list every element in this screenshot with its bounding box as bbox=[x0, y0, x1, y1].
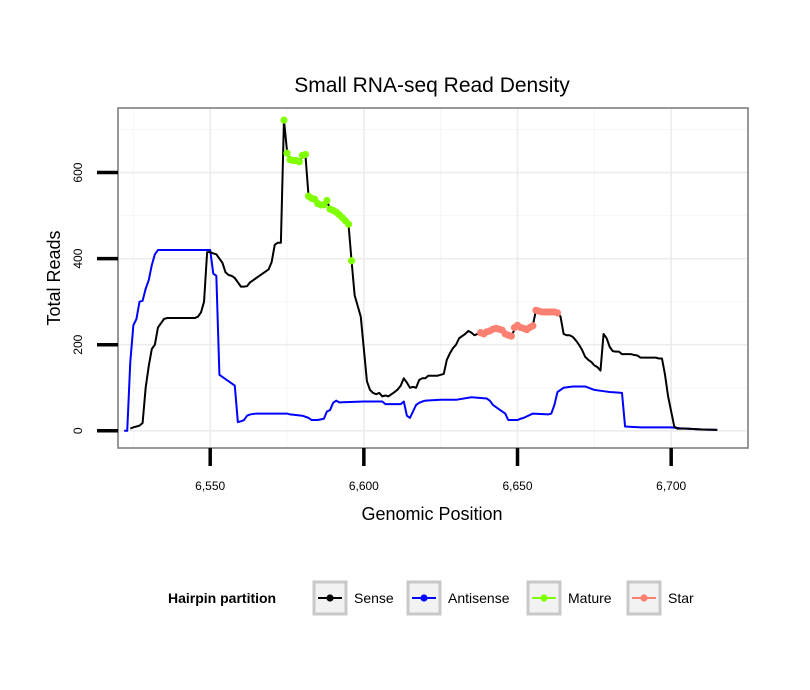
legend: Hairpin partition Sense Antisense Mature St… bbox=[168, 580, 694, 616]
x-axis-title: Genomic Position bbox=[361, 504, 502, 524]
mature-point bbox=[301, 150, 310, 159]
plot-area bbox=[118, 108, 748, 448]
star-point bbox=[529, 322, 537, 330]
mature-point bbox=[283, 149, 291, 157]
x-tick-label: 6,550 bbox=[195, 479, 225, 493]
legend-label-antisense: Antisense bbox=[448, 590, 510, 606]
plot-border bbox=[117, 107, 749, 449]
chart-title: Small RNA-seq Read Density bbox=[294, 74, 570, 97]
legend-label-sense: Sense bbox=[354, 590, 394, 606]
star-point bbox=[553, 309, 562, 317]
x-tick-label: 6,600 bbox=[349, 479, 379, 493]
y-axis-title: Total Reads bbox=[44, 230, 64, 325]
x-tick-label: 6,700 bbox=[656, 479, 686, 493]
sense-line bbox=[129, 119, 718, 431]
star-point bbox=[507, 332, 515, 340]
antisense-line bbox=[124, 249, 718, 432]
grid bbox=[118, 108, 749, 448]
legend-key-point bbox=[640, 594, 648, 602]
legend-key-point bbox=[540, 594, 548, 602]
legend-label-star: Star bbox=[668, 590, 694, 606]
y-tick-label: 400 bbox=[71, 248, 85, 268]
y-tick-label: 600 bbox=[71, 162, 85, 182]
mature-point bbox=[295, 158, 303, 166]
mature-point bbox=[280, 116, 288, 124]
mature-point bbox=[344, 220, 353, 228]
mature-point bbox=[347, 257, 356, 265]
axes: 6,550 6,600 6,650 6,700 0 200 400 600 bbox=[71, 162, 687, 493]
y-tick-label: 0 bbox=[71, 427, 85, 434]
legend-label-mature: Mature bbox=[568, 590, 612, 606]
x-tick-label: 6,650 bbox=[502, 479, 532, 493]
legend-key-point bbox=[326, 594, 334, 602]
legend-key-point bbox=[420, 594, 428, 602]
legend-title: Hairpin partition bbox=[168, 590, 276, 606]
mature-point bbox=[323, 196, 331, 205]
series-layer bbox=[124, 116, 718, 432]
y-tick-label: 200 bbox=[71, 334, 85, 354]
